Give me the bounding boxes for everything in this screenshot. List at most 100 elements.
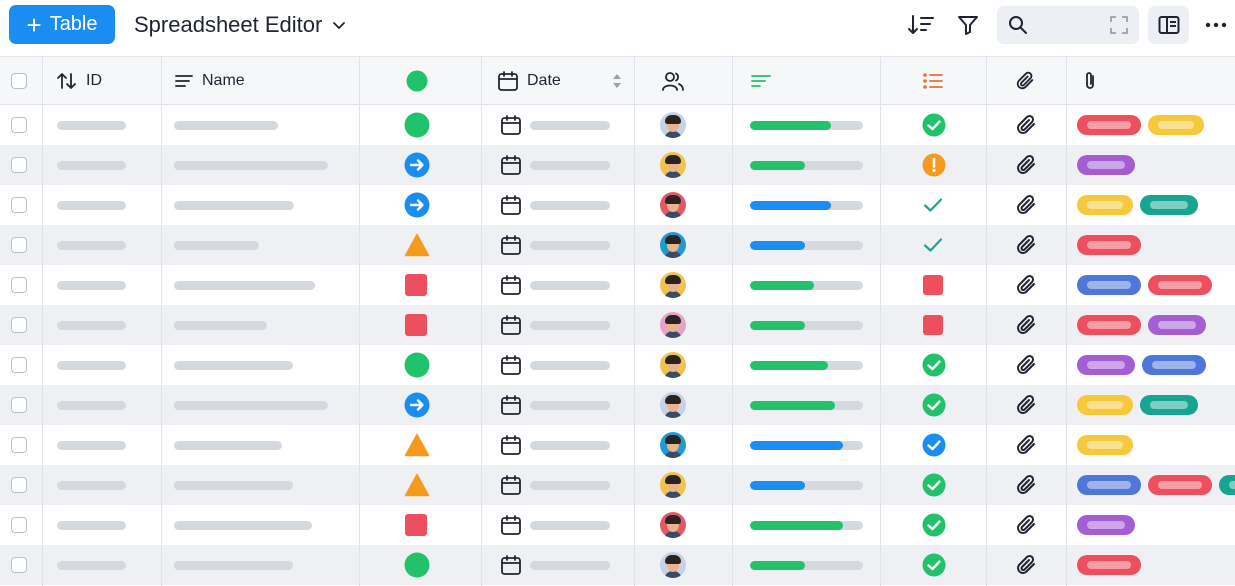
column-header-progress[interactable] xyxy=(750,57,772,104)
panel-view-button[interactable] xyxy=(1148,6,1189,44)
column-header-date[interactable]: Date xyxy=(497,57,561,104)
attachment-cell[interactable] xyxy=(1014,425,1038,465)
tag-teal[interactable] xyxy=(1140,395,1198,415)
tag-teal[interactable] xyxy=(1219,475,1235,495)
attachment-cell[interactable] xyxy=(1014,305,1038,345)
name-cell[interactable] xyxy=(174,545,293,585)
name-cell[interactable] xyxy=(174,385,328,425)
row-checkbox[interactable] xyxy=(11,105,27,145)
date-cell[interactable] xyxy=(500,385,610,425)
date-cell[interactable] xyxy=(500,225,610,265)
tags-cell[interactable] xyxy=(1077,425,1235,465)
assignee-cell[interactable] xyxy=(660,185,686,225)
assignee-cell[interactable] xyxy=(660,465,686,505)
status-cell[interactable] xyxy=(404,545,430,585)
more-options-button[interactable] xyxy=(1201,10,1231,40)
status-cell[interactable] xyxy=(404,225,430,265)
assignee-cell[interactable] xyxy=(660,385,686,425)
status-cell[interactable] xyxy=(404,345,430,385)
tag-purple[interactable] xyxy=(1077,515,1135,535)
tag-purple[interactable] xyxy=(1077,355,1135,375)
attachment-cell[interactable] xyxy=(1014,545,1038,585)
tags-cell[interactable] xyxy=(1077,225,1235,265)
select-all-checkbox[interactable] xyxy=(11,57,27,104)
status-cell[interactable] xyxy=(404,465,430,505)
tags-cell[interactable] xyxy=(1077,145,1235,185)
status-cell[interactable] xyxy=(404,385,430,425)
attachment-cell[interactable] xyxy=(1014,345,1038,385)
checklist-cell[interactable] xyxy=(922,265,944,305)
tag-red[interactable] xyxy=(1077,235,1141,255)
date-cell[interactable] xyxy=(500,545,610,585)
date-cell[interactable] xyxy=(500,145,610,185)
row-checkbox[interactable] xyxy=(11,385,27,425)
assignee-cell[interactable] xyxy=(660,345,686,385)
name-cell[interactable] xyxy=(174,225,259,265)
sort-button[interactable] xyxy=(906,10,936,40)
name-cell[interactable] xyxy=(174,265,315,305)
date-cell[interactable] xyxy=(500,505,610,545)
tags-cell[interactable] xyxy=(1077,265,1235,305)
assignee-cell[interactable] xyxy=(660,545,686,585)
status-cell[interactable] xyxy=(404,105,430,145)
attachment-cell[interactable] xyxy=(1014,465,1038,505)
row-checkbox[interactable] xyxy=(11,225,27,265)
date-cell[interactable] xyxy=(500,105,610,145)
row-checkbox[interactable] xyxy=(11,185,27,225)
name-cell[interactable] xyxy=(174,425,282,465)
assignee-cell[interactable] xyxy=(660,225,686,265)
column-header-id[interactable]: ID xyxy=(56,57,102,104)
date-cell[interactable] xyxy=(500,265,610,305)
tag-indigo[interactable] xyxy=(1077,475,1141,495)
tag-teal[interactable] xyxy=(1140,195,1198,215)
column-header-people[interactable] xyxy=(661,57,685,104)
status-cell[interactable] xyxy=(404,185,430,225)
date-sort-toggle[interactable] xyxy=(611,57,623,104)
attachment-cell[interactable] xyxy=(1014,505,1038,545)
checklist-cell[interactable] xyxy=(922,545,946,585)
tag-red[interactable] xyxy=(1077,115,1141,135)
tag-red[interactable] xyxy=(1077,315,1141,335)
tag-red[interactable] xyxy=(1148,475,1212,495)
tag-yellow[interactable] xyxy=(1077,395,1133,415)
row-checkbox[interactable] xyxy=(11,345,27,385)
tag-red[interactable] xyxy=(1148,275,1212,295)
attachment-cell[interactable] xyxy=(1014,145,1038,185)
column-header-name[interactable]: Name xyxy=(174,57,245,104)
row-checkbox[interactable] xyxy=(11,425,27,465)
attachment-cell[interactable] xyxy=(1014,385,1038,425)
assignee-cell[interactable] xyxy=(660,305,686,345)
tags-cell[interactable] xyxy=(1077,305,1235,345)
tag-purple[interactable] xyxy=(1077,155,1135,175)
name-cell[interactable] xyxy=(174,505,312,545)
tags-cell[interactable] xyxy=(1077,465,1235,505)
tags-cell[interactable] xyxy=(1077,505,1235,545)
column-header-status[interactable] xyxy=(406,57,428,104)
checklist-cell[interactable] xyxy=(922,505,946,545)
tags-cell[interactable] xyxy=(1077,545,1235,585)
tag-yellow[interactable] xyxy=(1077,195,1133,215)
name-cell[interactable] xyxy=(174,465,293,505)
checklist-cell[interactable] xyxy=(922,305,944,345)
tag-red[interactable] xyxy=(1077,555,1141,575)
checklist-cell[interactable] xyxy=(922,425,946,465)
status-cell[interactable] xyxy=(404,145,430,185)
date-cell[interactable] xyxy=(500,345,610,385)
column-header-tags[interactable] xyxy=(1082,57,1098,104)
checklist-cell[interactable] xyxy=(922,345,946,385)
assignee-cell[interactable] xyxy=(660,105,686,145)
assignee-cell[interactable] xyxy=(660,145,686,185)
tag-indigo[interactable] xyxy=(1142,355,1206,375)
assignee-cell[interactable] xyxy=(660,425,686,465)
name-cell[interactable] xyxy=(174,185,294,225)
column-header-attachments[interactable] xyxy=(1014,57,1036,104)
checklist-cell[interactable] xyxy=(922,145,946,185)
row-checkbox[interactable] xyxy=(11,465,27,505)
tags-cell[interactable] xyxy=(1077,105,1235,145)
attachment-cell[interactable] xyxy=(1014,105,1038,145)
attachment-cell[interactable] xyxy=(1014,225,1038,265)
date-cell[interactable] xyxy=(500,425,610,465)
checklist-cell[interactable] xyxy=(922,465,946,505)
tags-cell[interactable] xyxy=(1077,185,1235,225)
attachment-cell[interactable] xyxy=(1014,265,1038,305)
